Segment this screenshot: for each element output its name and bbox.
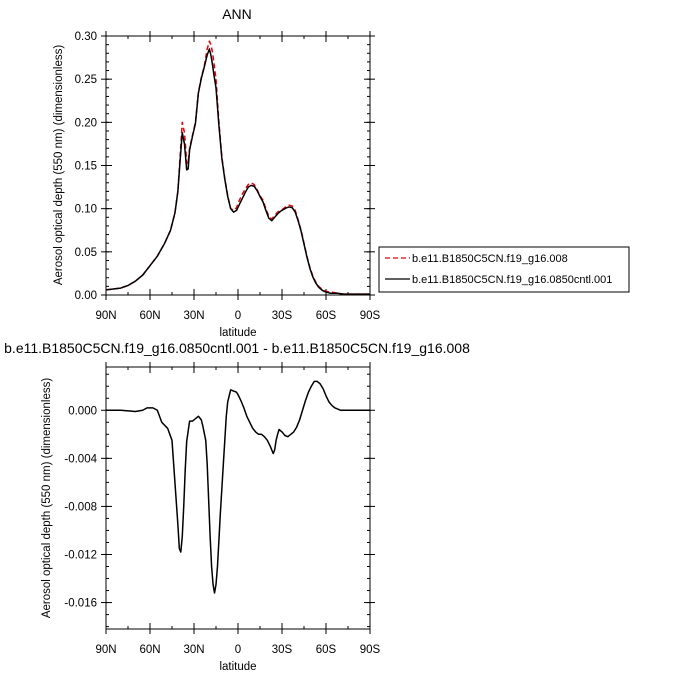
legend: b.e11.B1850C5CN.f19_g16.008 b.e11.B1850C… [378, 246, 630, 293]
legend-frame [378, 246, 630, 293]
top-x-tick-label: 0 [235, 310, 241, 322]
bottom-y-tick-label: 0.000 [68, 405, 97, 417]
bottom-x-axis-label: latitude [219, 661, 256, 673]
top-x-axis-label: latitude [219, 327, 256, 339]
panel-bottom: b.e11.B1850C5CN.f19_g16.0850cntl.001 - b… [4, 340, 470, 673]
bottom-x-tick-label: 30S [272, 644, 293, 656]
bottom-chart-title: b.e11.B1850C5CN.f19_g16.0850cntl.001 - b… [4, 340, 470, 356]
top-x-tick-label: 30N [183, 310, 204, 322]
top-y-tick-label: 0.30 [75, 31, 97, 43]
top-y-axis-label: Aerosol optical depth (550 nm) (dimensio… [53, 45, 65, 286]
bottom-y-tick-label: -0.012 [64, 549, 97, 561]
top-chart-title: ANN [222, 6, 252, 22]
bottom-x-tick-label: 60S [316, 644, 337, 656]
bottom-plot-frame [105, 366, 371, 630]
bottom-x-tick-label: 60N [139, 644, 160, 656]
panel-top: ANN 90N 60N 30N 0 30S 60S 90S 0.00 0.05 0.10 0.15 0… [53, 6, 381, 339]
legend-label-series-1: b.e11.B1850C5CN.f19_g16.008 [412, 253, 568, 265]
top-x-tick-label: 30S [272, 310, 293, 322]
top-y-tick-label: 0.25 [75, 74, 97, 86]
bottom-y-tick-label: -0.008 [64, 501, 97, 513]
bottom-series-line-1 [106, 380, 370, 594]
top-y-tick-label: 0.00 [75, 290, 97, 302]
top-y-tick-label: 0.05 [75, 247, 97, 259]
bottom-x-tick-label: 0 [235, 644, 241, 656]
top-series-line-1 [105, 40, 370, 295]
bottom-x-tick-label: 90N [95, 644, 116, 656]
bottom-y-tick-label: -0.004 [64, 453, 97, 465]
top-x-tick-label: 90S [360, 310, 381, 322]
top-plot-frame [105, 35, 371, 296]
legend-label-series-2: b.e11.B1850C5CN.f19_g16.0850cntl.001 [412, 274, 612, 286]
top-x-tick-label: 60S [316, 310, 337, 322]
top-x-tick-label: 60N [139, 310, 160, 322]
top-y-tick-label: 0.15 [75, 161, 97, 173]
bottom-x-tick-label: 30N [183, 644, 204, 656]
top-y-tick-label: 0.10 [75, 204, 97, 216]
bottom-y-tick-label: -0.016 [64, 598, 97, 610]
top-y-tick-label: 0.20 [75, 117, 97, 129]
bottom-x-tick-label: 90S [360, 644, 381, 656]
bottom-y-axis-label: Aerosol optical depth (550 nm) (dimensio… [41, 378, 53, 619]
top-x-tick-label: 90N [95, 310, 116, 322]
top-series-line-2 [105, 48, 370, 295]
